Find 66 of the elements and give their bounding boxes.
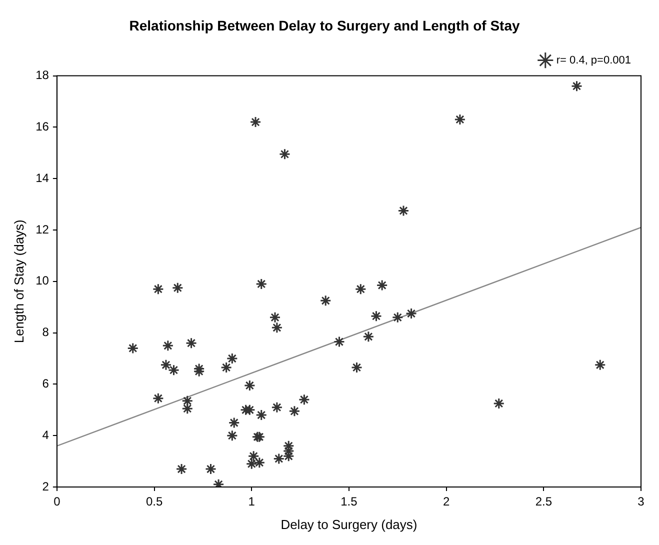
point (398, 204, 410, 216)
point (271, 322, 283, 334)
point (160, 359, 172, 371)
point (162, 340, 174, 352)
point (248, 450, 260, 462)
point (594, 359, 606, 371)
point (228, 417, 240, 428)
y-tick-label: 12 (36, 222, 50, 236)
point (493, 398, 505, 410)
x-axis-title: Delay to Surgery (days) (280, 516, 418, 532)
point (152, 283, 164, 295)
x-tick-label: 2.5 (535, 494, 552, 509)
point (205, 463, 216, 475)
point (288, 405, 300, 417)
point (269, 312, 281, 324)
point (220, 362, 232, 374)
point (186, 337, 198, 349)
y-tick-label: 16 (36, 120, 50, 134)
point (127, 342, 139, 354)
point (298, 394, 310, 406)
point (278, 148, 290, 160)
point (254, 456, 266, 468)
y-tick-label: 18 (36, 68, 50, 82)
x-tick-label: 1.5 (340, 494, 358, 509)
point (571, 80, 583, 92)
legend-label: r= 0.4, p=0.001 (556, 54, 632, 66)
point (168, 364, 180, 376)
point (172, 282, 184, 294)
point (226, 430, 238, 442)
point (392, 312, 404, 324)
y-tick-label: 2 (42, 479, 50, 494)
point (193, 366, 205, 378)
point (182, 402, 194, 414)
point (351, 362, 363, 374)
point (271, 402, 283, 414)
x-tick-label: 2 (442, 494, 450, 509)
point (406, 308, 418, 320)
point (256, 278, 268, 290)
y-axis-title: Length of Stay (days) (11, 220, 26, 344)
point (193, 363, 205, 375)
point (250, 116, 262, 128)
x-tick-label: 0 (54, 494, 61, 509)
chart-title: Relationship Between Delay to Surgery and Length of Stay (129, 17, 520, 34)
point (320, 294, 332, 306)
point (244, 380, 256, 392)
point (246, 458, 258, 470)
point (273, 452, 285, 464)
x-tick-label: 3 (638, 494, 645, 509)
point (182, 395, 194, 407)
x-tick-label: 0.5 (146, 494, 163, 509)
point (376, 280, 388, 292)
x-tick-label: 1 (248, 494, 256, 509)
y-tick-label: 8 (42, 325, 50, 340)
point (333, 336, 345, 348)
point (226, 352, 238, 364)
point (256, 409, 268, 421)
point (370, 310, 382, 322)
point (176, 463, 188, 475)
y-tick-label: 14 (36, 170, 50, 185)
point (454, 114, 466, 126)
y-tick-label: 4 (42, 428, 50, 442)
y-tick-label: 6 (42, 376, 50, 391)
point (362, 330, 374, 342)
point (152, 392, 164, 404)
point (354, 283, 366, 295)
y-tick-label: 10 (36, 274, 50, 288)
